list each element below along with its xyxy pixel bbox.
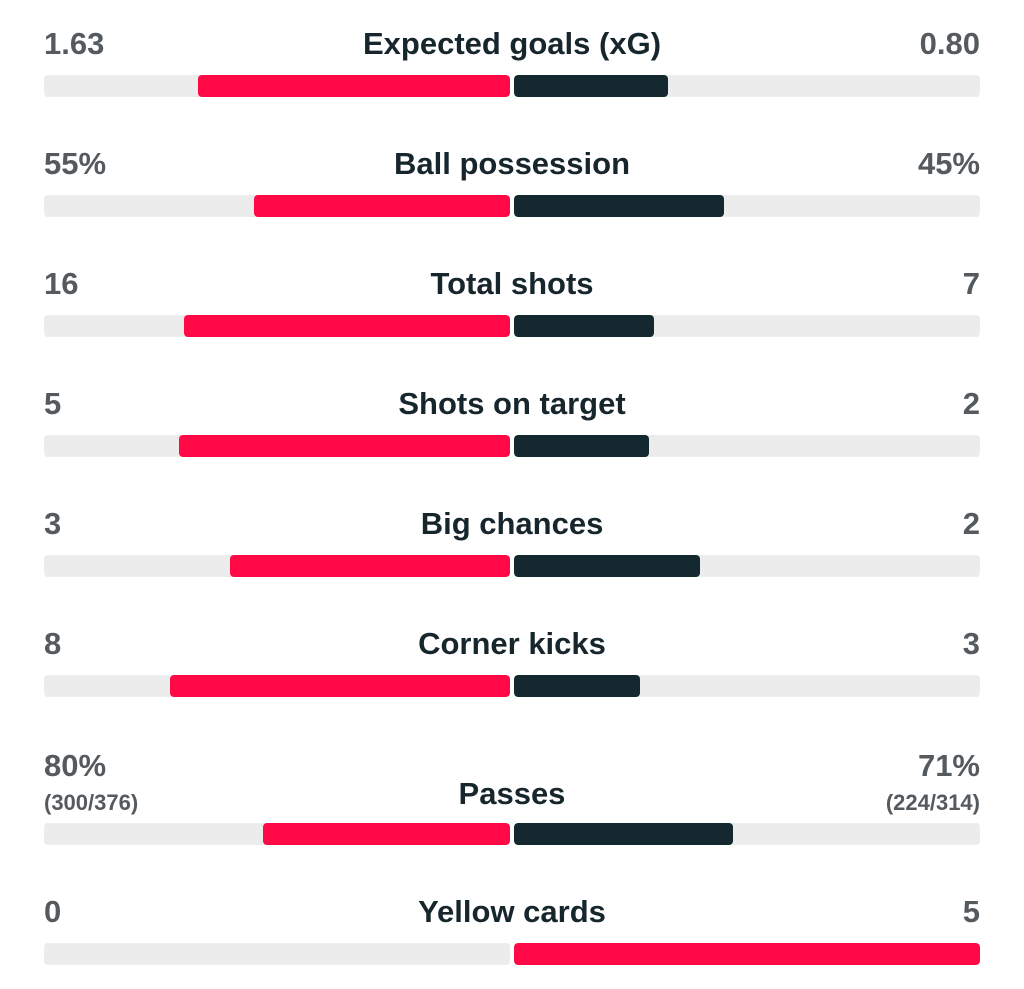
away-bar-track xyxy=(514,823,980,845)
away-bar-track xyxy=(514,555,980,577)
home-value: 1.63 xyxy=(44,26,105,61)
stat-label: Yellow cards xyxy=(418,894,606,929)
stat-row-big-chances[interactable]: 3 Big chances 2 xyxy=(44,506,980,578)
home-value: 55% xyxy=(44,146,107,181)
away-bar-track xyxy=(514,75,980,97)
away-value: 7 xyxy=(962,266,980,301)
home-bar-track xyxy=(44,555,510,577)
away-bar-fill xyxy=(514,195,724,217)
away-bar-track xyxy=(514,315,980,337)
stat-label: Ball possession xyxy=(393,146,631,181)
stat-row-passes[interactable]: 80% (300/376) Passes 71% (224/314) xyxy=(44,746,980,846)
home-value: 16 xyxy=(44,266,79,301)
home-bar-fill xyxy=(230,555,510,577)
away-bar-fill xyxy=(514,435,650,457)
home-bar-fill xyxy=(169,675,510,697)
home-value: 3 xyxy=(44,506,62,541)
home-value: 8 xyxy=(44,626,62,661)
away-sub-value: (224/314) xyxy=(885,790,980,815)
stat-row-ball-possession[interactable]: 55% Ball possession 45% xyxy=(44,146,980,218)
home-bar-track xyxy=(44,195,510,217)
away-value: 2 xyxy=(962,386,980,421)
stat-row-expected-goals[interactable]: 1.63 Expected goals (xG) 0.80 xyxy=(44,26,980,98)
home-bar-track xyxy=(44,315,510,337)
stat-row-shots-on-target[interactable]: 5 Shots on target 2 xyxy=(44,386,980,458)
away-bar-track xyxy=(514,675,980,697)
away-bar-fill xyxy=(514,75,668,97)
away-bar-track xyxy=(514,943,980,965)
home-bar-track xyxy=(44,943,510,965)
away-value: 3 xyxy=(962,626,980,661)
stat-label: Total shots xyxy=(430,266,594,301)
away-value: 2 xyxy=(962,506,980,541)
home-bar-fill xyxy=(197,75,510,97)
away-bar-fill xyxy=(514,555,701,577)
home-bar-fill xyxy=(263,823,510,845)
away-bar-track xyxy=(514,195,980,217)
home-bar-track xyxy=(44,435,510,457)
away-bar-fill xyxy=(514,315,654,337)
home-bar-fill xyxy=(179,435,510,457)
stat-label: Corner kicks xyxy=(418,626,606,661)
stat-label: Expected goals (xG) xyxy=(362,26,662,61)
away-value: 5 xyxy=(962,894,980,929)
stat-row-yellow-cards[interactable]: 0 Yellow cards 5 xyxy=(44,894,980,966)
away-bar-track xyxy=(514,435,980,457)
away-value: 45% xyxy=(917,146,980,181)
away-bar-fill xyxy=(514,823,734,845)
home-value: 0 xyxy=(44,894,62,929)
home-bar-fill xyxy=(183,315,510,337)
stat-label: Shots on target xyxy=(398,386,626,421)
stat-row-corner-kicks[interactable]: 8 Corner kicks 3 xyxy=(44,626,980,698)
stat-label: Passes xyxy=(458,776,566,811)
stat-label: Big chances xyxy=(420,506,604,541)
home-value: 80% xyxy=(44,748,107,783)
away-value: 71% xyxy=(917,748,980,783)
home-bar-fill xyxy=(253,195,510,217)
home-bar-track xyxy=(44,823,510,845)
home-bar-track xyxy=(44,675,510,697)
away-bar-fill xyxy=(514,943,980,965)
home-value: 5 xyxy=(44,386,62,421)
home-sub-value: (300/376) xyxy=(44,790,139,815)
away-bar-fill xyxy=(514,675,640,697)
home-bar-track xyxy=(44,75,510,97)
away-value: 0.80 xyxy=(919,26,980,61)
stat-row-total-shots[interactable]: 16 Total shots 7 xyxy=(44,266,980,338)
